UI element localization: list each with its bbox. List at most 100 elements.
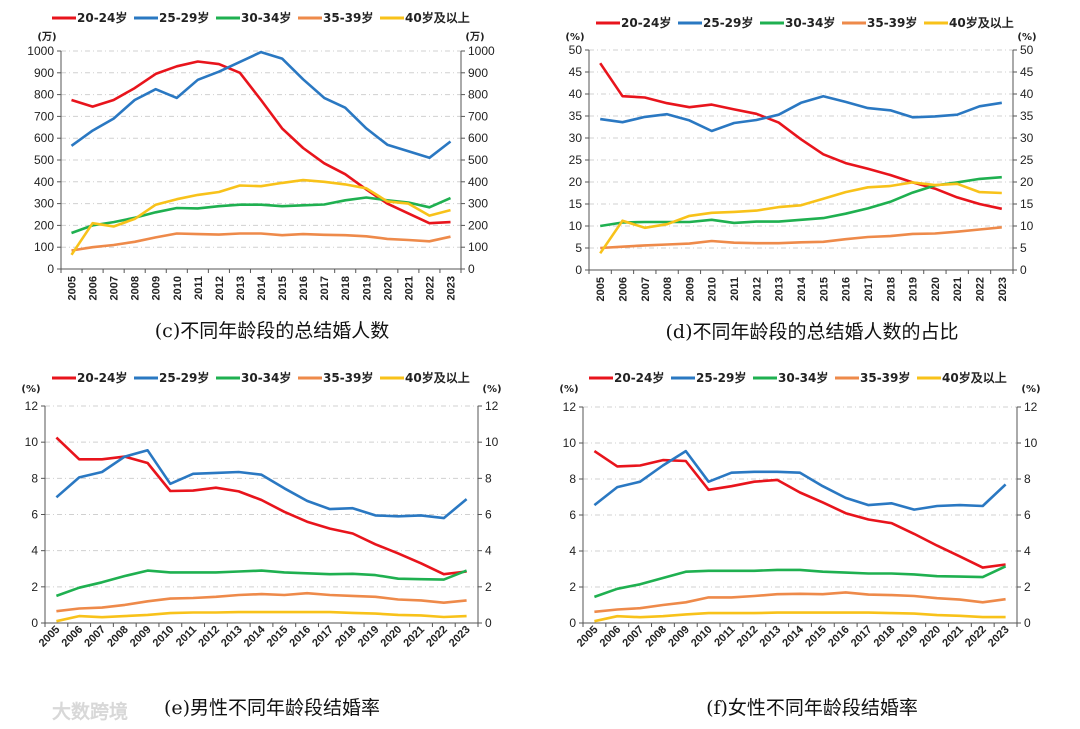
y-tick-label: 25: [569, 153, 583, 167]
y-tick-label-right: 0: [1020, 263, 1027, 277]
legend-label: 30-34岁: [785, 15, 835, 30]
chart-caption: (f)女性不同年龄段结婚率: [706, 697, 918, 719]
y-tick-label: 200: [34, 218, 54, 232]
x-tick-label: 2018: [340, 276, 352, 300]
x-tick-label: 2019: [908, 277, 920, 301]
series-line-25-29岁: [70, 50, 452, 160]
x-tick-label: 2012: [196, 624, 222, 650]
y-tick-label-right: 100: [468, 240, 488, 254]
x-tick-label: 2018: [885, 277, 897, 301]
x-tick-label: 2006: [60, 624, 86, 650]
y-tick-label-right: 600: [468, 131, 488, 145]
y-tick-label: 8: [31, 471, 38, 485]
x-tick-label: 2011: [729, 277, 741, 301]
x-tick-label: 2023: [445, 276, 457, 300]
x-tick-label: 2020: [379, 624, 405, 650]
y-tick-label: 300: [34, 197, 54, 211]
x-tick-label: 2012: [214, 276, 226, 300]
y-unit-label: (%): [565, 32, 584, 43]
x-tick-label: 2011: [193, 276, 205, 300]
series-line-20-24岁: [71, 60, 451, 225]
x-tick-label: 2007: [640, 277, 652, 301]
x-tick-label: 2012: [751, 277, 763, 301]
chart-caption: (c)不同年龄段的总结婚人数: [155, 320, 389, 342]
y-tick-label: 800: [34, 88, 54, 102]
y-tick-label-right: 500: [468, 153, 488, 167]
y-tick-label-right: 12: [485, 399, 499, 413]
y-tick-label: 6: [31, 508, 38, 522]
y-unit-label: (%): [21, 384, 40, 395]
legend-label: 25-29岁: [159, 370, 209, 385]
y-tick-label: 700: [34, 109, 54, 123]
x-tick-label: 2023: [986, 624, 1012, 650]
x-tick-label: 2011: [712, 624, 737, 649]
x-tick-label: 2009: [666, 624, 692, 650]
y-tick-label-right: 40: [1020, 87, 1034, 101]
y-tick-label-right: 50: [1020, 43, 1034, 57]
y-tick-label: 35: [569, 109, 583, 123]
y-unit-label: (%): [559, 384, 578, 395]
x-tick-label: 2008: [643, 624, 669, 650]
x-tick-label: 2007: [82, 624, 108, 650]
y-tick-label: 4: [569, 544, 576, 558]
x-tick-label: 2021: [403, 276, 415, 300]
series-line-40岁及以上: [70, 178, 451, 256]
y-tick-label-right: 12: [1024, 400, 1038, 414]
x-tick-label: 2022: [963, 624, 989, 650]
y-tick-label-right: 4: [485, 544, 492, 558]
y-tick-label-right: 30: [1020, 131, 1034, 145]
x-tick-label: 2008: [662, 277, 674, 301]
x-tick-label: 2014: [780, 623, 806, 649]
x-tick-label: 2016: [287, 624, 313, 650]
x-tick-label: 2023: [447, 624, 473, 650]
legend-label: 30-34岁: [241, 10, 291, 25]
x-tick-label: 2016: [841, 277, 853, 301]
y-tick-label-right: 45: [1020, 65, 1034, 79]
x-tick-label: 2022: [424, 624, 450, 650]
y-tick-label: 900: [34, 66, 54, 80]
legend-label: 35-39岁: [323, 10, 373, 25]
x-tick-label: 2011: [174, 624, 199, 649]
series-line-25-29岁: [593, 449, 1007, 511]
x-tick-label: 2020: [930, 277, 942, 301]
y-tick-label: 2: [31, 580, 38, 594]
y-tick-label: 100: [34, 240, 54, 254]
x-tick-label: 2014: [256, 275, 268, 300]
series-line-20-24岁: [55, 436, 467, 576]
y-tick-label-right: 2: [1024, 580, 1031, 594]
x-tick-label: 2010: [172, 276, 184, 300]
series-line-35-39岁: [71, 232, 451, 252]
series-line-20-24岁: [599, 62, 1003, 211]
y-tick-label: 20: [569, 175, 583, 189]
y-tick-label: 400: [34, 175, 54, 189]
x-tick-label: 2015: [277, 276, 289, 300]
x-tick-label: 2016: [298, 276, 310, 300]
series-line-40岁及以上: [599, 181, 1002, 255]
legend-label: 40岁及以上: [949, 15, 1014, 30]
legend-label: 40岁及以上: [942, 370, 1007, 385]
x-tick-label: 2021: [401, 624, 427, 650]
y-tick-label: 15: [569, 197, 583, 211]
x-tick-label: 2006: [88, 276, 100, 300]
legend-label: 25-29岁: [703, 15, 753, 30]
y-tick-label-right: 0: [485, 616, 492, 630]
y-tick-label: 0: [47, 262, 54, 276]
x-tick-label: 2017: [319, 276, 331, 300]
x-tick-label: 2015: [803, 624, 829, 650]
x-tick-label: 2006: [617, 277, 629, 301]
y-tick-label: 500: [34, 153, 54, 167]
x-tick-label: 2007: [109, 276, 121, 300]
x-tick-label: 2019: [895, 624, 921, 650]
y-tick-label: 12: [25, 399, 39, 413]
chart-panel: 0 0 100 100 200 200 300 300 400 400 500 500 600 600 70…: [27, 10, 495, 342]
x-tick-label: 2007: [620, 624, 646, 650]
legend-label: 25-29岁: [696, 370, 746, 385]
x-tick-label: 2015: [265, 624, 291, 650]
chart-panel: 0 0 2 2 4 4 6 6 8 8 10 10 12 12 (%) (%) 2005200620072008…: [21, 370, 501, 719]
chart-caption: (d)不同年龄段的总结婚人数的占比: [666, 321, 959, 343]
y-tick-label-right: 900: [468, 66, 488, 80]
y-tick-label-right: 15: [1020, 197, 1034, 211]
y-unit-label-right: (%): [1017, 32, 1036, 43]
y-tick-label-right: 400: [468, 175, 488, 189]
